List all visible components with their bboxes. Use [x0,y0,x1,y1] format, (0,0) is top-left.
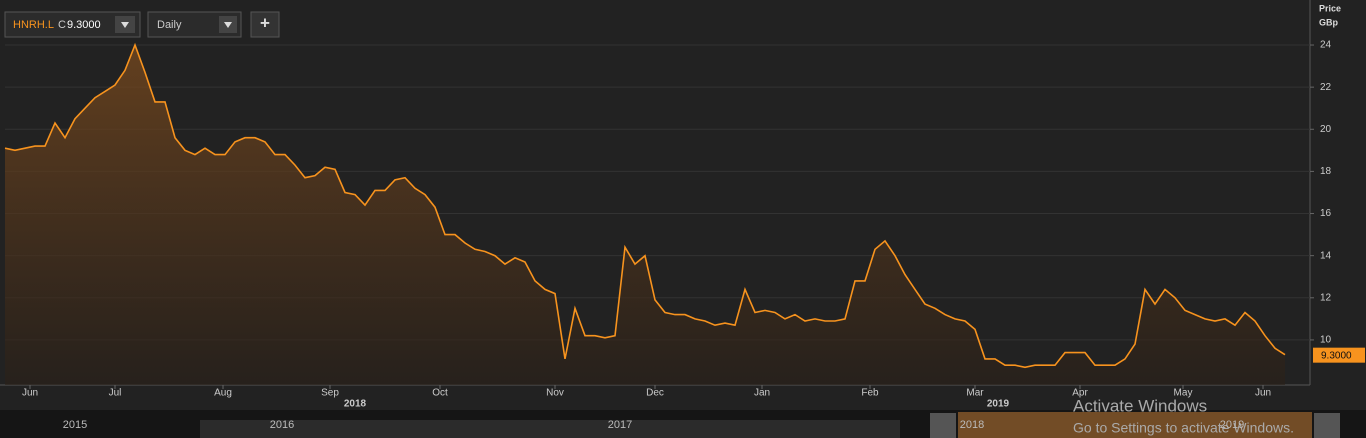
navigator-selection [958,412,1312,438]
dropdown-arrow [121,22,129,28]
navigator-year: 2015 [63,419,87,431]
x-tick-label: Nov [546,388,564,399]
navigator-year: 2018 [960,419,984,431]
x-tick-label: Apr [1072,388,1088,399]
y-tick-label: 24 [1320,40,1332,51]
x-tick-label: Jan [754,388,770,399]
area [5,45,1285,385]
watermark-subtitle: Go to Settings to activate Windows. [1073,420,1294,436]
interval: Daily [157,19,182,31]
x-tick-label: Jun [1255,388,1271,399]
last-price-label: 9.3000 [1321,350,1352,361]
x-tick-label: Feb [861,388,879,399]
navigator-year: 2016 [270,419,294,431]
year-label: 2019 [987,399,1010,410]
x-tick-label: Mar [966,388,984,399]
close-value: 9.3000 [67,19,101,31]
navigator-year: 2017 [608,419,632,431]
add-icon: + [260,13,270,32]
y-tick-label: 14 [1320,250,1332,261]
x-tick-label: Dec [646,388,664,399]
symbol: HNRH.L [13,19,54,31]
navigator-year: 2019 [1220,419,1244,431]
x-tick-label: Oct [432,388,448,399]
y-tick-label: 22 [1320,82,1332,93]
y-axis-unit: GBp [1319,17,1339,27]
navigator-handle[interactable] [1314,413,1340,438]
y-tick-label: 20 [1320,124,1332,135]
x-tick-label: Jun [22,388,38,399]
x-tick-label: Jul [109,388,122,399]
x-tick-label: Aug [214,388,232,399]
add-button[interactable] [250,11,280,38]
year-label: 2018 [344,399,367,410]
close-prefix: C [58,19,66,31]
y-tick-label: 12 [1320,292,1332,303]
y-tick-label: 16 [1320,208,1332,219]
navigator-handle[interactable] [930,413,956,438]
navigator-history [200,420,900,438]
last-price-box [1313,347,1365,363]
x-tick-label: May [1174,388,1193,399]
dropdown-arrow [224,22,232,28]
y-axis-label: Price [1319,3,1341,13]
y-tick-label: 10 [1320,335,1332,346]
x-tick-label: Sep [321,388,339,399]
y-tick-label: 18 [1320,166,1332,177]
price-line [4,42,1286,369]
watermark-title: Activate Windows [1073,396,1207,415]
